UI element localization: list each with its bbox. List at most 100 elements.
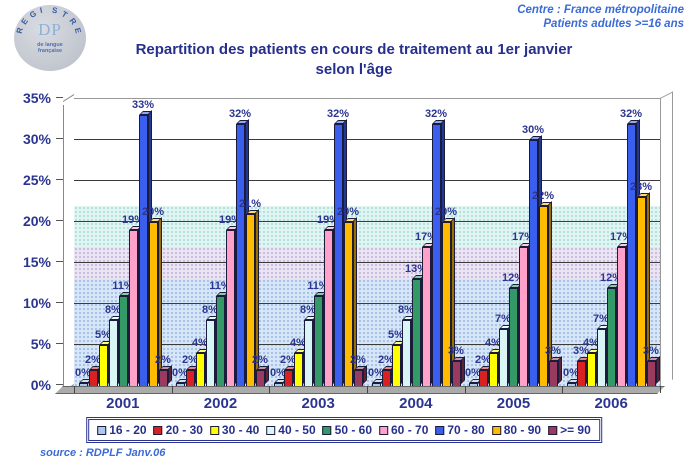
x-axis-label: 2001 <box>106 395 140 412</box>
source-note: source : RDPLF Janv.06 <box>40 447 166 459</box>
bar-2004-80 - 90 <box>442 217 455 386</box>
legend-swatch <box>322 425 332 435</box>
bar-2001-20 - 30 <box>89 365 102 386</box>
bar-value-label: 22% <box>531 190 555 202</box>
bar-value-label: 32% <box>619 108 643 120</box>
bar-2001-16 - 20 <box>79 378 92 386</box>
legend-label: >= 90 <box>560 423 591 437</box>
bar-2003-70 - 80 <box>334 119 347 386</box>
legend-label: 30 - 40 <box>221 423 260 437</box>
gridline <box>74 180 660 181</box>
logo-dp-text: DP <box>38 20 62 39</box>
legend-item: >= 90 <box>548 423 591 437</box>
bar-value-label: 2% <box>155 354 171 366</box>
y-axis-line <box>63 105 64 392</box>
y-axis: 0% 5% 10% 15% 20% 25% 30% 35% <box>0 90 63 393</box>
bar-2002-20 - 30 <box>186 365 199 386</box>
bar-2005-60 - 70 <box>519 242 532 386</box>
x-axis-tick <box>465 386 466 393</box>
bar-2006-70 - 80 <box>627 119 640 386</box>
bar-value-label: 2% <box>280 354 296 366</box>
y-axis-tick <box>56 302 63 303</box>
gridline <box>74 221 660 222</box>
bar-value-label: 4% <box>192 337 208 349</box>
bar-value-label: 3% <box>643 345 659 357</box>
bar-2002-70 - 80 <box>236 119 249 386</box>
bar-2005-16 - 20 <box>469 378 482 386</box>
bar-value-label: 32% <box>424 108 448 120</box>
bar-value-label: 7% <box>593 313 609 325</box>
bar-value-label: 13% <box>404 263 428 275</box>
bar-value-label: 32% <box>228 108 252 120</box>
bar-value-label: 20% <box>141 206 165 218</box>
x-axis-label: 2004 <box>399 395 433 412</box>
bar-value-label: 12% <box>599 272 623 284</box>
bar-2002->= 90 <box>256 365 269 386</box>
bar-value-label: 0% <box>368 367 384 379</box>
bar-2003-80 - 90 <box>344 217 357 386</box>
bar-value-label: 8% <box>105 304 121 316</box>
bar-value-label: 2% <box>85 354 101 366</box>
bar-2005-20 - 30 <box>479 365 492 386</box>
bar-value-label: 7% <box>495 313 511 325</box>
bar-value-label: 0% <box>172 367 188 379</box>
bar-2005->= 90 <box>549 356 562 386</box>
chart-title-line1: Repartition des patients en cours de tra… <box>135 41 573 58</box>
bar-2001->= 90 <box>159 365 172 386</box>
bar-2005-80 - 90 <box>539 201 552 386</box>
bar-2004-16 - 20 <box>372 378 385 386</box>
logo-subtitle: de langue française <box>37 42 63 55</box>
y-axis-label: 10% <box>22 295 51 311</box>
bar-2006-80 - 90 <box>637 192 650 386</box>
bar-2003-30 - 40 <box>294 348 307 386</box>
bar-value-label: 5% <box>95 329 111 341</box>
bar-value-label: 19% <box>218 214 242 226</box>
bar-value-label: 23% <box>629 181 653 193</box>
legend-item: 30 - 40 <box>209 423 260 437</box>
x-axis-tick <box>562 386 563 393</box>
y-axis-label: 25% <box>22 172 51 188</box>
bar-2002-80 - 90 <box>246 209 259 386</box>
gridline <box>74 344 660 345</box>
bar-value-label: 4% <box>290 337 306 349</box>
y-axis-3d-top-edge <box>62 94 75 102</box>
bar-value-label: 0% <box>465 367 481 379</box>
y-axis-label: 35% <box>22 90 51 106</box>
bar-2006-20 - 30 <box>577 356 590 386</box>
x-axis-tick <box>269 386 270 393</box>
legend-swatch <box>209 425 219 435</box>
bar-2004-20 - 30 <box>382 365 395 386</box>
legend-swatch <box>491 425 501 435</box>
bar-2002-50 - 60 <box>216 291 229 386</box>
bar-2001-50 - 60 <box>119 291 132 386</box>
x-axis-tick <box>367 386 368 393</box>
bar-value-label: 11% <box>209 280 231 292</box>
legend-swatch <box>97 425 107 435</box>
legend-label: 16 - 20 <box>109 423 147 437</box>
bar-value-label: 3% <box>545 345 561 357</box>
bar-value-label: 3% <box>448 345 464 357</box>
y-axis-label: 0% <box>30 377 51 393</box>
y-axis-label: 20% <box>22 213 51 229</box>
gridline <box>74 303 660 304</box>
legend-label: 60 - 70 <box>391 423 429 437</box>
bar-value-label: 4% <box>583 337 599 349</box>
bar-2002-30 - 40 <box>196 348 209 386</box>
bar-value-label: 11% <box>307 280 329 292</box>
bar-value-label: 3% <box>573 345 589 357</box>
y-axis-tick <box>56 220 63 221</box>
legend-item: 40 - 50 <box>266 423 316 437</box>
bar-value-label: 2% <box>350 354 366 366</box>
bar-2003-20 - 30 <box>284 365 297 386</box>
chart-title-line2: selon l'âge <box>315 61 393 79</box>
bar-side-face <box>656 356 660 384</box>
bar-2005-50 - 60 <box>509 283 522 386</box>
bar-value-label: 0% <box>270 367 286 379</box>
legend-label: 70 - 80 <box>447 423 485 437</box>
bar-2001-80 - 90 <box>149 217 162 386</box>
x-axis-label: 2003 <box>301 395 335 412</box>
bar-value-label: 17% <box>414 231 438 243</box>
bar-value-label: 4% <box>485 337 501 349</box>
bar-value-label: 12% <box>501 272 525 284</box>
